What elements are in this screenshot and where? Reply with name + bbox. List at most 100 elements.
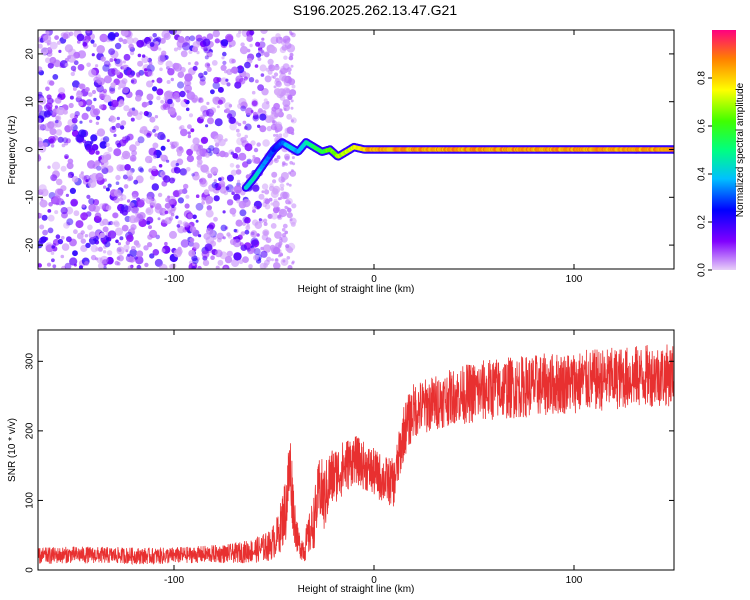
spectrogram-noise-point xyxy=(281,44,288,51)
spectrogram-noise-point xyxy=(282,99,291,108)
spectrogram-noise-point xyxy=(136,265,142,269)
spectrogram-noise-point xyxy=(196,155,202,161)
spectrogram-noise-point xyxy=(155,36,162,43)
spectrogram-noise-point xyxy=(222,60,227,65)
spectrogram-noise-point xyxy=(248,264,253,269)
spectrogram-noise-point xyxy=(117,86,121,90)
spectrogram-noise-point xyxy=(264,203,271,210)
spectrogram-noise-point xyxy=(112,212,119,219)
spectrogram-noise-point xyxy=(177,81,185,89)
spectrogram-noise-point xyxy=(47,136,56,144)
spectrogram-noise-point xyxy=(238,259,244,265)
spectrogram-noise-point xyxy=(246,35,253,42)
spectrogram-noise-point xyxy=(175,215,179,219)
spectrogram-noise-point xyxy=(273,85,277,89)
spectrogram-noise-point xyxy=(160,154,165,160)
spectrogram-noise-point xyxy=(154,115,159,119)
spectrogram-noise-point xyxy=(255,41,261,47)
spectrogram-noise-point xyxy=(151,183,159,191)
spectrogram-noise-point xyxy=(288,55,294,61)
spectrogram-noise-point xyxy=(61,235,65,240)
spectrogram-noise-point xyxy=(224,108,231,114)
spectrogram-noise-point xyxy=(124,135,131,142)
spectrogram-noise-point xyxy=(55,115,62,122)
spectrogram-noise-point xyxy=(43,123,52,132)
spectrogram-noise-point xyxy=(176,115,182,121)
spectrogram-noise-point xyxy=(170,160,179,169)
spectrogram-noise-point xyxy=(109,58,114,63)
spectrogram-noise-point xyxy=(229,238,237,246)
spectrogram-noise-point xyxy=(102,88,108,94)
spectrogram-noise-point xyxy=(87,160,96,169)
spectrogram-noise-point xyxy=(252,205,257,211)
x-tick-label: 0 xyxy=(371,274,377,285)
spectrogram-noise-point xyxy=(177,71,185,78)
spectrogram-noise-point xyxy=(214,38,220,44)
spectrogram-noise-point xyxy=(179,168,187,176)
spectrogram-noise-point xyxy=(40,47,49,55)
spectrogram-noise-point xyxy=(202,259,210,267)
spectrogram-noise-point xyxy=(45,57,51,64)
spectrogram-noise-point xyxy=(85,145,93,153)
spectrogram-noise-point xyxy=(121,224,129,232)
spectrogram-noise-point xyxy=(263,230,269,236)
spectrogram-noise-point xyxy=(105,187,110,192)
spectrogram-noise-point xyxy=(47,209,52,213)
spectrogram-noise-point xyxy=(42,229,48,236)
spectrogram-noise-point xyxy=(223,266,228,269)
spectrogram-noise-point xyxy=(70,65,77,72)
spectrogram-noise-point xyxy=(272,76,276,79)
spectrogram-noise-point xyxy=(113,148,122,157)
spectrogram-noise-point xyxy=(291,156,295,160)
spectrogram-noise-point xyxy=(252,219,259,226)
spectrogram-noise-point xyxy=(139,111,143,115)
spectrogram-noise-point xyxy=(275,129,279,133)
spectrogram-noise-point xyxy=(101,218,109,226)
spectrogram-noise-point xyxy=(180,239,190,248)
spectrogram-noise-point xyxy=(230,169,237,176)
spectrogram-noise-point xyxy=(47,165,51,169)
spectrogram-noise-point xyxy=(246,247,251,252)
spectrogram-noise-point xyxy=(192,65,198,71)
spectrogram-noise-point xyxy=(197,159,203,165)
spectrogram-noise-point xyxy=(283,78,292,87)
spectrogram-noise-point xyxy=(250,110,254,113)
spectrogram-noise-point xyxy=(214,142,220,147)
spectrogram-noise-point xyxy=(192,257,199,265)
spectrogram-noise-point xyxy=(246,160,251,165)
spectrogram-noise-point xyxy=(125,240,130,245)
spectrogram-noise-point xyxy=(88,198,95,205)
spectrogram-noise-point xyxy=(95,115,101,121)
spectrogram-noise-point xyxy=(261,37,265,41)
spectrogram-noise-point xyxy=(152,142,159,149)
spectrogram-noise-point xyxy=(152,129,156,133)
spectrogram-noise-point xyxy=(184,203,190,209)
spectrogram-noise-point xyxy=(163,175,171,183)
spectrogram-noise-point xyxy=(54,210,59,215)
spectrogram-noise-point xyxy=(139,167,145,173)
spectrogram-noise-point xyxy=(67,54,76,63)
colorbar-tick-label: 0.0 xyxy=(697,263,708,277)
spectrogram-noise-point xyxy=(39,199,48,208)
spectrogram-noise-point xyxy=(287,37,290,41)
spectrogram-noise-point xyxy=(250,230,258,238)
spectrogram-noise-point xyxy=(195,202,204,211)
spectrogram-noise-point xyxy=(226,82,231,87)
spectrogram-noise-point xyxy=(233,228,237,233)
spectrogram-noise-point xyxy=(149,229,158,239)
spectrogram-noise-point xyxy=(79,265,83,269)
spectrogram-noise-point xyxy=(38,123,44,131)
spectrogram-noise-point xyxy=(107,146,113,153)
snr-y-ticks: 0 100 200 300 xyxy=(25,353,674,573)
spectrogram-noise-point xyxy=(221,56,225,60)
spectrogram-noise-point xyxy=(122,86,129,94)
spectrogram-noise-point xyxy=(65,193,69,197)
spectrogram-noise-point xyxy=(144,262,149,268)
spectrogram-noise-point xyxy=(70,71,76,77)
spectrogram-noise-point xyxy=(146,132,152,138)
spectrogram-noise-point xyxy=(145,196,153,204)
spectrogram-noise-point xyxy=(279,183,285,189)
spectrogram-noise-point xyxy=(188,249,196,257)
spectrogram-noise-point xyxy=(185,107,190,112)
